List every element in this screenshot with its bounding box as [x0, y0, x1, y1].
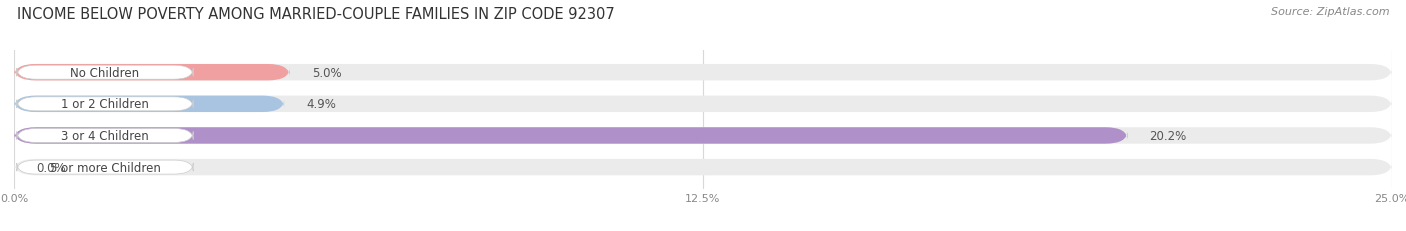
FancyBboxPatch shape	[14, 128, 1392, 144]
FancyBboxPatch shape	[17, 129, 193, 143]
Text: 3 or 4 Children: 3 or 4 Children	[60, 129, 149, 142]
FancyBboxPatch shape	[14, 65, 290, 81]
FancyBboxPatch shape	[14, 96, 284, 112]
FancyBboxPatch shape	[17, 97, 193, 111]
Text: No Children: No Children	[70, 66, 139, 79]
FancyBboxPatch shape	[14, 159, 1392, 176]
FancyBboxPatch shape	[14, 128, 1128, 144]
Text: INCOME BELOW POVERTY AMONG MARRIED-COUPLE FAMILIES IN ZIP CODE 92307: INCOME BELOW POVERTY AMONG MARRIED-COUPL…	[17, 7, 614, 22]
Text: 4.9%: 4.9%	[307, 98, 336, 111]
Text: 0.0%: 0.0%	[37, 161, 66, 174]
FancyBboxPatch shape	[17, 160, 193, 174]
Text: 20.2%: 20.2%	[1150, 129, 1187, 142]
Text: 5 or more Children: 5 or more Children	[49, 161, 160, 174]
FancyBboxPatch shape	[17, 66, 193, 80]
FancyBboxPatch shape	[14, 96, 1392, 112]
FancyBboxPatch shape	[14, 65, 1392, 81]
Text: Source: ZipAtlas.com: Source: ZipAtlas.com	[1271, 7, 1389, 17]
Text: 5.0%: 5.0%	[312, 66, 342, 79]
Text: 1 or 2 Children: 1 or 2 Children	[60, 98, 149, 111]
